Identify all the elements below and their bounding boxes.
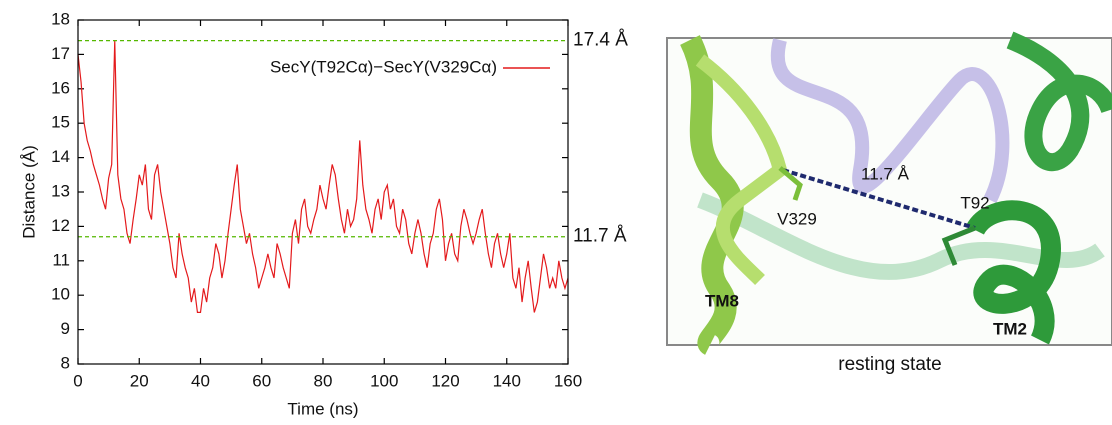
data-line (77, 40, 569, 313)
x-tick-label: 20 (130, 371, 149, 390)
image-caption: resting state (838, 354, 942, 375)
residue-t92 (941, 225, 976, 266)
residue-label: T92 (960, 193, 989, 212)
x-tick-label: 80 (314, 371, 333, 390)
y-tick-label: 18 (51, 9, 70, 28)
x-tick-label: 120 (431, 371, 459, 390)
y-tick-label: 12 (51, 216, 70, 235)
x-tick-label: 140 (493, 371, 521, 390)
helix-tm2 (966, 200, 1061, 345)
y-tick-label: 14 (51, 147, 70, 166)
helix-label: TM8 (705, 291, 739, 310)
x-tick-label: 60 (252, 371, 271, 390)
y-tick-label: 10 (51, 285, 70, 304)
helix-tm8-inner (695, 54, 788, 285)
y-axis-label: Distance (Å) (19, 145, 38, 239)
plot-frame (77, 19, 569, 365)
legend-label: SecY(T92Cα)−SecY(V329Cα) (270, 57, 497, 76)
helix-label: TM2 (993, 319, 1027, 338)
x-axis-label: Time (ns) (287, 399, 358, 418)
y-tick-label: 11 (52, 250, 70, 269)
x-tick-label: 40 (191, 371, 210, 390)
structure-image: 11.7 Å V329 T92 TM8 TM2 resting state (666, 31, 1112, 375)
y-tick-label: 9 (61, 319, 70, 338)
x-tick-label: 160 (554, 371, 582, 390)
y-tick-label: 8 (61, 353, 70, 372)
helix-top-right (1006, 31, 1112, 172)
x-tick-label: 0 (73, 371, 82, 390)
reference-label: 11.7 Å (573, 226, 627, 247)
y-tick-label: 17 (51, 44, 70, 63)
y-tick-label: 15 (51, 113, 70, 132)
distance-label: 11.7 Å (861, 164, 910, 183)
x-tick-label: 100 (370, 371, 398, 390)
residue-label: V329 (777, 209, 817, 228)
ribbon-purple (770, 38, 1010, 204)
reference-label: 17.4 Å (573, 30, 628, 51)
distance-line (782, 168, 976, 230)
y-tick-label: 13 (51, 181, 70, 200)
residue-v329 (778, 166, 803, 201)
y-tick-label: 16 (51, 78, 70, 97)
